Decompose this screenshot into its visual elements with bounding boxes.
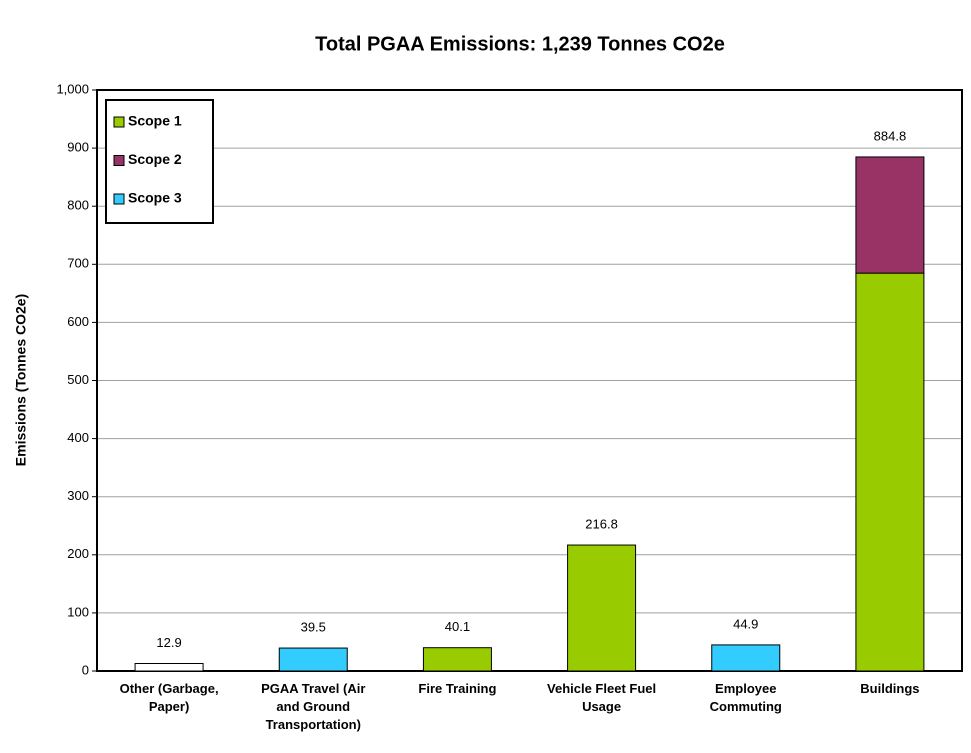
x-tick-label: Buildings bbox=[860, 681, 920, 696]
y-tick-label: 1,000 bbox=[56, 81, 89, 96]
y-axis-label: Emissions (Tonnes CO2e) bbox=[13, 294, 29, 466]
total-label: 884.8 bbox=[874, 128, 907, 143]
bar-segment bbox=[855, 272, 925, 672]
x-tick-label: PGAA Travel (Air and Ground Transportati… bbox=[261, 681, 366, 732]
total-label: 39.5 bbox=[301, 619, 326, 634]
y-tick-label: 400 bbox=[67, 430, 89, 445]
total-label: 40.1 bbox=[445, 619, 470, 634]
legend-label: Scope 2 bbox=[128, 151, 182, 167]
y-tick-label: 800 bbox=[67, 198, 89, 213]
y-tick-label: 900 bbox=[67, 140, 89, 155]
y-tick-label: 100 bbox=[67, 604, 89, 619]
x-tick-label: Other (Garbage, Paper) bbox=[119, 681, 219, 714]
y-tick-label: 700 bbox=[67, 256, 89, 271]
total-label: 216.8 bbox=[585, 516, 618, 531]
total-label: 12.9 bbox=[156, 635, 181, 650]
legend-swatch bbox=[113, 193, 125, 205]
plot-border bbox=[96, 89, 963, 672]
x-tick-label: Employee Commuting bbox=[709, 681, 782, 714]
chart-title: Total PGAA Emissions: 1,239 Tonnes CO2e bbox=[315, 33, 725, 55]
bar-segment bbox=[422, 647, 492, 672]
x-tick-label: Vehicle Fleet Fuel Usage bbox=[547, 681, 657, 714]
y-tick-label: 0 bbox=[82, 662, 89, 677]
y-tick-label: 200 bbox=[67, 546, 89, 561]
y-tick-label: 600 bbox=[67, 314, 89, 329]
y-tick-label: 500 bbox=[67, 372, 89, 387]
legend-swatch bbox=[113, 155, 125, 166]
y-tick-label: 300 bbox=[67, 488, 89, 503]
legend-label: Scope 3 bbox=[128, 190, 182, 206]
bar-segment bbox=[278, 647, 348, 672]
total-label: 44.9 bbox=[733, 616, 758, 631]
bar-segment bbox=[134, 663, 204, 672]
legend-label: Scope 1 bbox=[128, 113, 182, 129]
bar-segment bbox=[711, 644, 781, 672]
legend-swatch bbox=[113, 116, 125, 128]
bar-segment bbox=[567, 544, 637, 672]
bar-segment bbox=[855, 156, 925, 274]
x-tick-label: Fire Training bbox=[418, 681, 497, 696]
